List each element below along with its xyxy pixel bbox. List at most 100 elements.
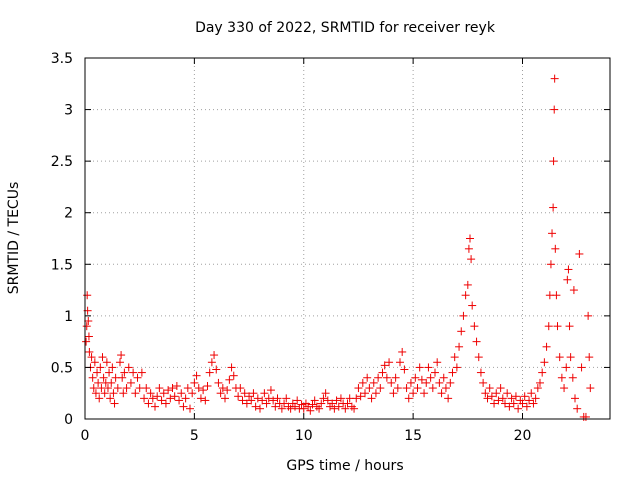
data-points	[82, 74, 595, 421]
data-point	[304, 402, 313, 411]
data-point	[481, 389, 490, 398]
data-point	[581, 412, 590, 421]
data-point	[457, 327, 466, 336]
data-point	[157, 396, 166, 405]
data-point	[509, 399, 518, 408]
data-point	[437, 389, 446, 398]
data-point	[108, 363, 117, 372]
data-point	[557, 373, 566, 382]
data-point	[538, 368, 547, 377]
data-point	[531, 394, 540, 403]
data-point	[330, 404, 339, 413]
data-point	[192, 371, 201, 380]
data-point	[319, 394, 328, 403]
data-point	[402, 384, 411, 393]
data-point	[210, 351, 219, 360]
data-point	[271, 402, 280, 411]
data-point	[119, 389, 128, 398]
data-point	[264, 394, 273, 403]
data-point	[262, 399, 271, 408]
data-point	[391, 373, 400, 382]
data-point	[352, 394, 361, 403]
data-point	[549, 203, 558, 212]
data-point	[258, 396, 267, 405]
data-point	[84, 317, 93, 326]
data-point	[225, 375, 234, 384]
data-point	[341, 404, 350, 413]
tick-labels: 0 5 10 15 20 0 0.5 1 1.5 2 2.5 3 3.5	[51, 51, 532, 444]
data-point	[183, 384, 192, 393]
data-point	[350, 404, 359, 413]
data-point	[82, 322, 91, 331]
data-point	[463, 280, 472, 289]
data-point	[227, 363, 236, 372]
data-point	[417, 375, 426, 384]
data-point	[124, 363, 133, 372]
data-point	[565, 322, 574, 331]
data-point	[520, 392, 529, 401]
data-point	[550, 74, 559, 83]
data-point	[126, 378, 135, 387]
ticks	[84, 57, 610, 420]
y-tick-label: 1.5	[51, 257, 73, 273]
data-point	[529, 399, 538, 408]
data-point	[476, 368, 485, 377]
data-point	[273, 394, 282, 403]
data-point	[91, 389, 100, 398]
data-point	[148, 394, 157, 403]
data-point	[415, 363, 424, 372]
data-point	[151, 402, 159, 411]
data-point	[240, 389, 249, 398]
data-point	[153, 392, 162, 401]
data-point	[343, 399, 352, 408]
data-point	[168, 384, 177, 393]
data-point	[199, 386, 208, 395]
data-point	[555, 353, 564, 362]
data-point	[540, 358, 549, 367]
data-point	[249, 389, 258, 398]
data-point	[507, 394, 516, 403]
data-point	[571, 394, 579, 403]
data-point	[117, 351, 126, 360]
data-point	[474, 353, 483, 362]
y-tick-label: 2.5	[51, 154, 73, 170]
data-point	[334, 402, 343, 411]
data-point	[214, 378, 223, 387]
x-axis-label: GPS time / hours	[286, 458, 403, 474]
data-point	[406, 378, 415, 387]
data-point	[164, 386, 173, 395]
data-point	[201, 396, 210, 405]
data-point	[505, 402, 514, 411]
data-point	[105, 368, 114, 377]
data-point	[483, 394, 492, 403]
data-point	[317, 399, 326, 408]
data-point	[470, 322, 479, 331]
data-point	[321, 389, 330, 398]
data-point	[277, 404, 286, 413]
grid	[85, 58, 610, 419]
data-point	[371, 389, 380, 398]
data-point	[518, 399, 527, 408]
data-point	[446, 378, 455, 387]
data-point	[332, 396, 341, 405]
data-point	[367, 394, 376, 403]
data-point	[179, 402, 188, 411]
data-point	[479, 378, 488, 387]
data-point	[411, 373, 420, 382]
y-tick-label: 2	[64, 206, 73, 222]
data-point	[95, 394, 104, 403]
data-point	[503, 389, 512, 398]
data-point	[585, 353, 594, 362]
data-point	[450, 353, 459, 362]
data-point	[496, 384, 505, 393]
data-point	[297, 400, 306, 409]
data-point	[260, 389, 269, 398]
data-point	[216, 389, 225, 398]
data-point	[286, 404, 295, 413]
data-point	[575, 249, 584, 258]
x-tick-label: 15	[404, 428, 422, 444]
data-point	[435, 378, 444, 387]
data-point	[492, 389, 501, 398]
data-point	[251, 402, 260, 411]
data-point	[120, 368, 129, 377]
